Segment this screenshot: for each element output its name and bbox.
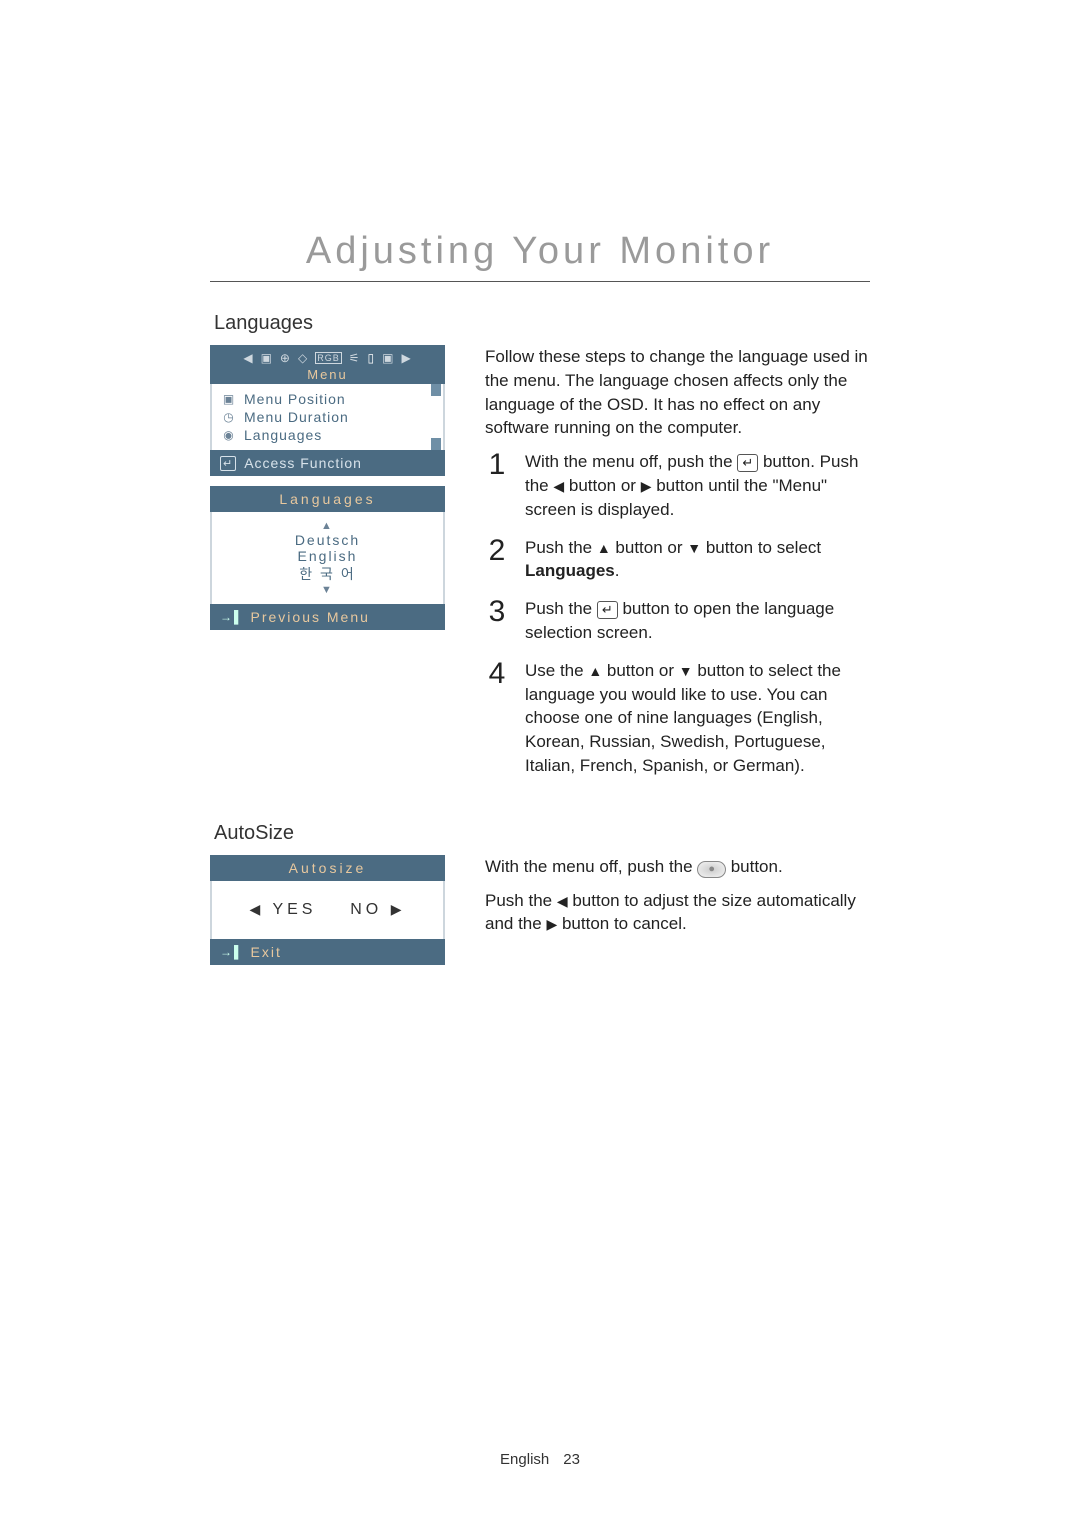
step-number: 3 xyxy=(485,597,509,627)
left-triangle-icon: ◀ xyxy=(557,893,568,909)
osd-tab-icon[interactable]: ▣ xyxy=(382,351,394,365)
osd-main-menu: ◀ ▣ ⊕ ◇ RGB ⚟ ▯ ▣ ▶ Menu ▣ Menu Position xyxy=(210,345,445,476)
step-4: 4 Use the ▲ button or ▼ button to select… xyxy=(485,659,870,778)
right-triangle-icon: ▶ xyxy=(546,916,557,932)
osd-autosize-title: Autosize xyxy=(210,855,445,881)
step-number: 4 xyxy=(485,659,509,689)
osd-exit[interactable]: →▌ Exit xyxy=(210,939,445,965)
osd-item-label: Menu Duration xyxy=(244,409,349,425)
enter-icon: ↵ xyxy=(220,456,236,471)
osd-autosize-body: ◀ YES NO ▶ xyxy=(210,881,445,939)
step-3: 3 Push the ↵ button to open the language… xyxy=(485,597,870,645)
exit-icon: →▌ xyxy=(220,610,245,624)
scroll-up-icon[interactable] xyxy=(431,384,441,396)
right-triangle-icon: ▶ xyxy=(641,478,652,494)
osd-languages-submenu: Languages ▲ Deutsch English 한 국 어 ▼ →▌ P… xyxy=(210,486,445,630)
osd-lang-list: ▲ Deutsch English 한 국 어 ▼ xyxy=(210,512,445,604)
languages-section: ◀ ▣ ⊕ ◇ RGB ⚟ ▯ ▣ ▶ Menu ▣ Menu Position xyxy=(210,345,870,792)
scroll-down-icon[interactable] xyxy=(431,438,441,450)
down-arrow-icon[interactable]: ▼ xyxy=(212,584,443,596)
down-triangle-icon: ▼ xyxy=(687,540,701,556)
osd-tab-icon-selected[interactable]: ▯ xyxy=(367,351,375,365)
osd-access-label: Access Function xyxy=(244,455,362,471)
yes-arrow-icon[interactable]: ◀ xyxy=(250,901,265,917)
osd-sub-title: Languages xyxy=(210,486,445,512)
osd-tab-icon[interactable]: ⊕ xyxy=(280,351,291,365)
page-footer: English 23 xyxy=(0,1451,1080,1468)
osd-menu-item[interactable]: ◷ Menu Duration xyxy=(222,408,433,426)
osd-menu-list: ▣ Menu Position ◷ Menu Duration ◉ Languages xyxy=(210,384,445,450)
step-text: Push the ↵ button to open the language s… xyxy=(525,597,870,645)
osd-tab-icon[interactable]: ⚟ xyxy=(349,351,361,365)
page-title: Adjusting Your Monitor xyxy=(210,230,870,273)
left-triangle-icon: ◀ xyxy=(553,478,564,494)
enter-button-icon: ↵ xyxy=(597,601,618,619)
up-triangle-icon: ▲ xyxy=(597,540,611,556)
down-triangle-icon: ▼ xyxy=(679,663,693,679)
osd-item-label: Menu Position xyxy=(244,391,346,407)
step-1: 1 With the menu off, push the ↵ button. … xyxy=(485,450,870,521)
yes-label[interactable]: YES xyxy=(272,901,316,918)
osd-item-label: Languages xyxy=(244,427,322,443)
footer-page-number: 23 xyxy=(563,1451,580,1468)
title-rule xyxy=(210,281,870,282)
osd-tab-icon[interactable]: ◇ xyxy=(298,351,308,365)
autosize-heading: AutoSize xyxy=(214,822,870,845)
exit-icon: →▌ xyxy=(220,945,245,959)
steps-list: 1 With the menu off, push the ↵ button. … xyxy=(485,450,870,778)
no-label[interactable]: NO xyxy=(350,901,382,918)
osd-menu-item[interactable]: ◉ Languages xyxy=(222,426,433,444)
lang-option[interactable]: English xyxy=(212,548,443,564)
osd-autosize: Autosize ◀ YES NO ▶ →▌ Exit xyxy=(210,855,445,965)
up-arrow-icon[interactable]: ▲ xyxy=(212,520,443,532)
languages-heading: Languages xyxy=(214,312,870,335)
osd-tab-icon[interactable]: RGB xyxy=(315,352,342,364)
osd-menu-label: Menu xyxy=(218,367,437,382)
step-text: Use the ▲ button or ▼ button to select t… xyxy=(525,659,870,778)
nav-left-icon[interactable]: ◀ xyxy=(243,351,253,365)
autosize-line2: Push the ◀ button to adjust the size aut… xyxy=(485,889,870,937)
osd-previous-menu[interactable]: →▌ Previous Menu xyxy=(210,604,445,630)
step-number: 1 xyxy=(485,450,509,480)
autosize-line1: With the menu off, push the ● button. xyxy=(485,855,870,879)
menu-duration-icon: ◷ xyxy=(222,410,236,424)
languages-bold: Languages xyxy=(525,561,615,580)
nav-right-icon[interactable]: ▶ xyxy=(401,351,411,365)
osd-footer-label: Previous Menu xyxy=(251,609,370,625)
osd-access-bar[interactable]: ↵ Access Function xyxy=(210,450,445,476)
autosize-section: Autosize ◀ YES NO ▶ →▌ Exit With the men… xyxy=(210,855,870,965)
step-text: Push the ▲ button or ▼ button to select … xyxy=(525,536,870,584)
no-arrow-icon[interactable]: ▶ xyxy=(391,901,406,917)
lang-option[interactable]: Deutsch xyxy=(212,532,443,548)
menu-languages-icon: ◉ xyxy=(222,428,236,442)
menu-position-icon: ▣ xyxy=(222,392,236,406)
up-triangle-icon: ▲ xyxy=(588,663,602,679)
lang-option[interactable]: 한 국 어 xyxy=(212,564,443,584)
osd-tab-icon[interactable]: ▣ xyxy=(261,351,273,365)
auto-button-icon: ● xyxy=(697,861,726,878)
osd-menu-item[interactable]: ▣ Menu Position xyxy=(222,390,433,408)
step-text: With the menu off, push the ↵ button. Pu… xyxy=(525,450,870,521)
step-number: 2 xyxy=(485,536,509,566)
osd-menu-header: ◀ ▣ ⊕ ◇ RGB ⚟ ▯ ▣ ▶ Menu xyxy=(210,345,445,384)
footer-lang: English xyxy=(500,1451,549,1468)
languages-intro: Follow these steps to change the languag… xyxy=(485,345,870,440)
step-2: 2 Push the ▲ button or ▼ button to selec… xyxy=(485,536,870,584)
osd-exit-label: Exit xyxy=(251,944,282,960)
enter-button-icon: ↵ xyxy=(737,454,758,472)
